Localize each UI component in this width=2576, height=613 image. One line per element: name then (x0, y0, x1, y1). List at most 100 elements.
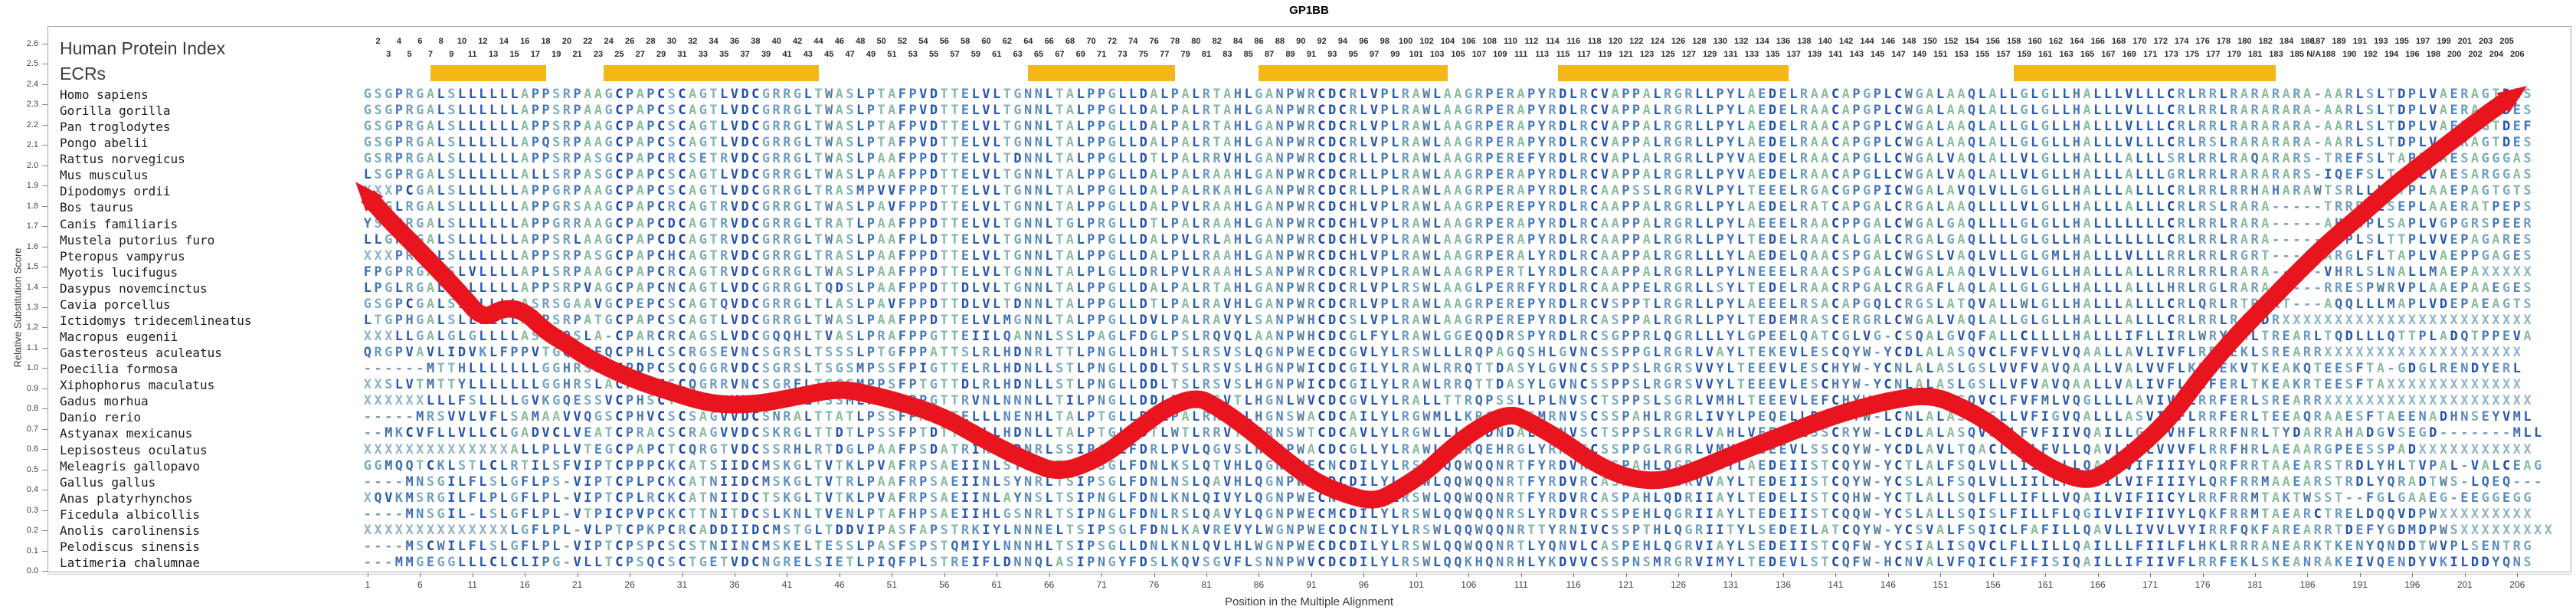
residue: F (2208, 361, 2217, 377)
residue: P (542, 280, 550, 296)
residue: R (1674, 361, 1682, 377)
residue: E (1758, 119, 1766, 135)
residue: L (468, 183, 476, 199)
residue: V (730, 345, 739, 361)
residue: H (2345, 425, 2353, 441)
residue: C (2166, 135, 2175, 151)
residue: G (1265, 377, 1274, 393)
residue: V (1978, 296, 1986, 312)
residue: C (1338, 135, 1347, 151)
residue: S (709, 345, 718, 361)
residue: G (385, 167, 393, 183)
position-number: 57 (950, 50, 960, 59)
residue: - (374, 361, 382, 377)
residue: P (2407, 183, 2417, 199)
residue: L (1653, 183, 1661, 199)
residue: A (1454, 151, 1462, 167)
residue: A (584, 183, 592, 199)
residue: A (521, 409, 529, 425)
residue: A (584, 312, 592, 328)
residue: D (1139, 199, 1147, 215)
residue: Q (1967, 199, 1976, 215)
residue: T (709, 151, 718, 167)
residue: R (1506, 231, 1514, 247)
residue: A (594, 215, 603, 231)
position-number: N/A (2306, 50, 2322, 59)
residue: H (1034, 409, 1043, 425)
residue: A (1841, 119, 1850, 135)
residue: L (2103, 296, 2113, 312)
residue: T (919, 377, 928, 393)
residue: L (1432, 345, 1442, 361)
position-number: 26 (624, 37, 635, 46)
position-number: 181 (2247, 50, 2263, 59)
residue: L (2418, 135, 2427, 151)
residue: E (1758, 409, 1766, 425)
residue: A (1181, 280, 1190, 296)
residue: I (2146, 377, 2154, 393)
residue: A (1517, 215, 1525, 231)
residue: G (363, 151, 372, 167)
residue: G (793, 247, 802, 264)
residue: - (2313, 119, 2322, 135)
residue: A (636, 103, 644, 119)
residue: L (2219, 247, 2227, 264)
residue: T (2387, 135, 2395, 151)
residue: G (385, 135, 393, 151)
residue: T (2492, 183, 2500, 199)
residue: X (2407, 345, 2417, 361)
residue: S (2366, 119, 2375, 135)
residue: D (1904, 345, 1913, 361)
residue: T (1747, 312, 1756, 328)
residue: V (1946, 167, 1955, 183)
residue: G (1108, 377, 1116, 393)
position-number: 163 (2059, 50, 2074, 59)
residue: A (1821, 167, 1829, 183)
residue: P (2407, 151, 2417, 167)
residue: G (1013, 167, 1022, 183)
residue: A (2439, 264, 2448, 280)
residue: X (385, 247, 393, 264)
residue: D (741, 329, 749, 345)
position-number: 144 (1860, 37, 1874, 46)
residue: V (2166, 345, 2175, 361)
position-number: 37 (740, 50, 750, 59)
residue: A (2282, 103, 2290, 119)
position-number: 109 (1493, 50, 1507, 59)
residue: C (656, 199, 666, 215)
residue: D (2261, 312, 2270, 328)
residue: N (1024, 199, 1033, 215)
residue: D (2502, 135, 2511, 151)
residue: X (2355, 345, 2364, 361)
residue: L (437, 151, 445, 167)
position-number: 40 (771, 37, 781, 46)
residue: L (1569, 183, 1578, 199)
residue: A (1611, 167, 1619, 183)
residue: D (2502, 103, 2511, 119)
residue: G (604, 199, 613, 215)
residue: R (1579, 247, 1588, 264)
residue: V (1957, 183, 1966, 199)
residue: L (1192, 280, 1200, 296)
residue: Q (1475, 329, 1483, 345)
residue: R (2230, 280, 2238, 296)
residue: X (2523, 312, 2532, 328)
residue: L (1432, 377, 1442, 393)
position-number: 165 (2080, 50, 2095, 59)
residue: V (2135, 345, 2144, 361)
residue: L (457, 264, 466, 280)
residue: L (499, 377, 508, 393)
residue: R (772, 264, 781, 280)
residue: L (457, 312, 466, 328)
residue: I (982, 329, 990, 345)
residue: P (908, 264, 917, 280)
residue: L (1884, 425, 1892, 441)
residue: A (1412, 151, 1420, 167)
residue: C (1317, 393, 1326, 409)
residue: L (1391, 199, 1399, 215)
residue: L (1454, 441, 1462, 457)
residue: T (1579, 441, 1588, 457)
residue: D (961, 296, 970, 312)
residue: L (1789, 183, 1798, 199)
residue: S (1684, 361, 1693, 377)
